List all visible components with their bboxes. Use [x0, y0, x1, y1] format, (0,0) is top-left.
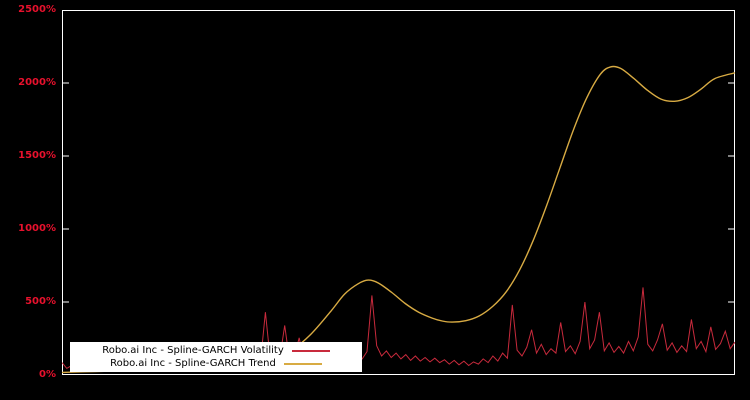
plot-frame	[62, 10, 735, 375]
legend-line-sample	[291, 349, 330, 352]
legend-item-trend: Robo.ai Inc - Spline-GARCH Trend	[74, 357, 358, 370]
y-tick-label: 500%	[25, 296, 56, 307]
plot-svg	[62, 10, 735, 375]
legend-label-volatility: Robo.ai Inc - Spline-GARCH Volatility	[102, 345, 284, 356]
plot-area: Robo.ai Inc - Spline-GARCH Volatility Ro…	[62, 10, 735, 375]
legend-item-volatility: Robo.ai Inc - Spline-GARCH Volatility	[74, 344, 358, 357]
trend-line	[62, 65, 735, 374]
y-tick-label: 1500%	[18, 150, 56, 161]
legend-label-trend: Robo.ai Inc - Spline-GARCH Trend	[110, 358, 276, 369]
y-ticks	[62, 10, 735, 375]
y-tick-label: 2000%	[18, 77, 56, 88]
y-tick-label: 0%	[39, 369, 56, 380]
legend-line-sample	[283, 362, 322, 365]
y-tick-label: 2500%	[18, 4, 56, 15]
legend: Robo.ai Inc - Spline-GARCH Volatility Ro…	[70, 342, 362, 372]
y-tick-label: 1000%	[18, 223, 56, 234]
